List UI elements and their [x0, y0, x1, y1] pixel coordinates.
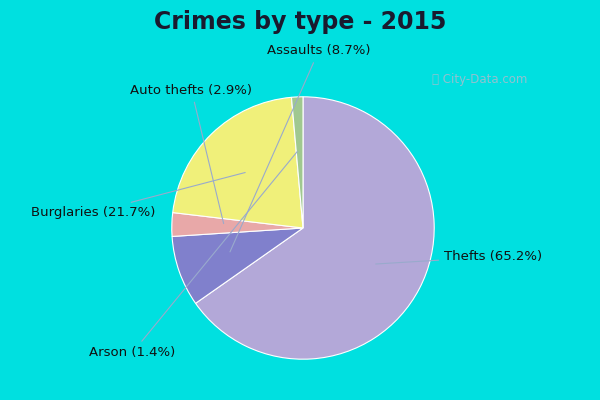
- Wedge shape: [172, 228, 303, 303]
- Text: Auto thefts (2.9%): Auto thefts (2.9%): [130, 84, 253, 224]
- Text: Assaults (8.7%): Assaults (8.7%): [230, 44, 370, 252]
- Wedge shape: [196, 97, 434, 359]
- Text: ⓘ City-Data.com: ⓘ City-Data.com: [433, 74, 527, 86]
- Text: Crimes by type - 2015: Crimes by type - 2015: [154, 10, 446, 34]
- Text: Arson (1.4%): Arson (1.4%): [89, 152, 297, 359]
- Text: Thefts (65.2%): Thefts (65.2%): [376, 250, 542, 264]
- Text: Burglaries (21.7%): Burglaries (21.7%): [31, 172, 245, 219]
- Wedge shape: [173, 97, 303, 228]
- Wedge shape: [292, 97, 303, 228]
- Wedge shape: [172, 212, 303, 236]
